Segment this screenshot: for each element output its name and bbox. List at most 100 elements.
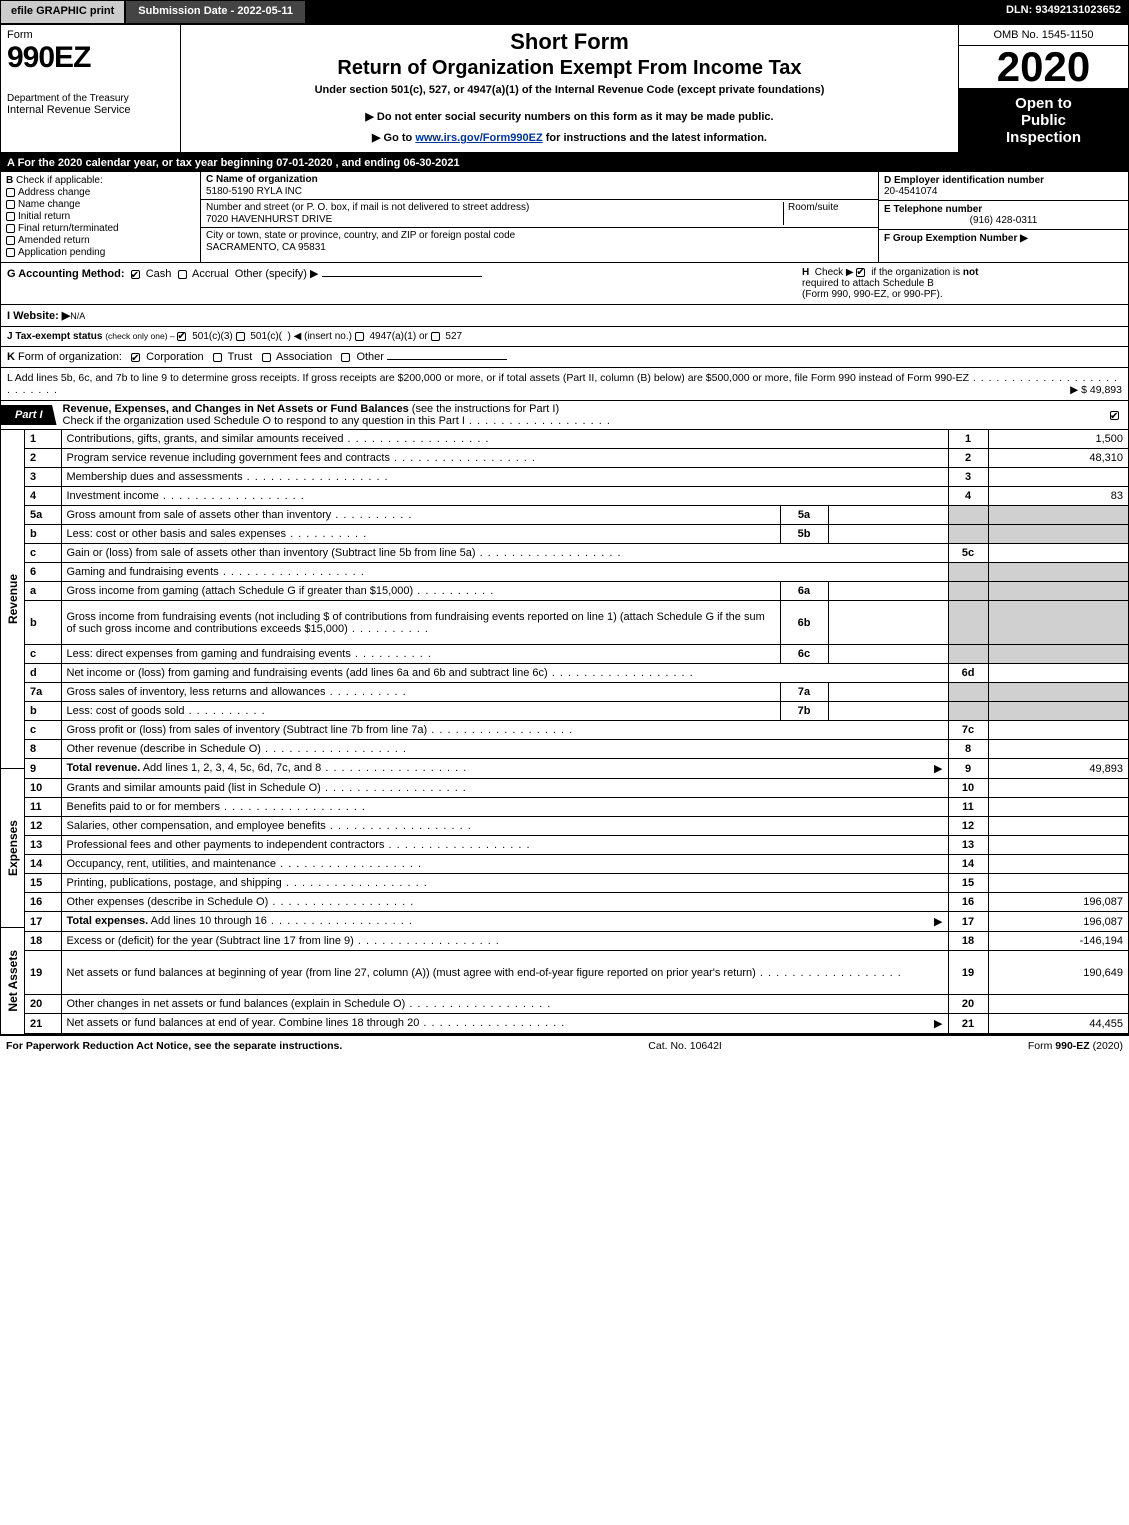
table-row: 21Net assets or fund balances at end of … [25,1014,1128,1034]
sub-line-number: 6c [780,645,828,664]
checkbox-initial-return[interactable] [6,212,15,221]
irs-link[interactable]: www.irs.gov/Form990EZ [415,132,542,144]
line-description: Salaries, other compensation, and employ… [61,817,948,836]
table-row: cGross profit or (loss) from sales of in… [25,721,1128,740]
line-ref-gray [948,525,988,544]
line-value-gray [988,683,1128,702]
line-description: Membership dues and assessments [61,468,948,487]
line-value: 83 [988,487,1128,506]
b-label: Check if applicable: [16,175,103,186]
checkbox-501c[interactable] [236,332,245,341]
sub-line-number: 7a [780,683,828,702]
efile-print-button[interactable]: efile GRAPHIC print [0,0,125,24]
line-ref-number: 1 [948,430,988,449]
b-letter: B [6,175,13,186]
table-row: 18Excess or (deficit) for the year (Subt… [25,932,1128,951]
box-c: C Name of organization 5180-5190 RYLA IN… [201,172,878,262]
room-suite-label: Room/suite [783,202,873,225]
checkbox-final-return[interactable] [6,224,15,233]
line-ref-gray [948,601,988,645]
line-value-gray [988,506,1128,525]
checkbox-accrual[interactable] [178,270,187,279]
side-net-assets: Net Assets [6,950,20,1012]
checkbox-sched-b-not-required[interactable] [856,268,865,277]
line-ref-number: 15 [948,874,988,893]
line-value-gray [988,563,1128,582]
line-ref-number: 20 [948,995,988,1014]
checkbox-schedule-o-part1[interactable] [1110,411,1119,420]
line-description: Net assets or fund balances at end of ye… [61,1014,948,1034]
line-description: Total revenue. Add lines 1, 2, 3, 4, 5c,… [61,759,948,779]
line-ref-number: 16 [948,893,988,912]
table-row: dNet income or (loss) from gaming and fu… [25,664,1128,683]
checkbox-trust[interactable] [213,353,222,362]
line-g-h: G Accounting Method: Cash Accrual Other … [1,263,1128,305]
dln-label: DLN: 93492131023652 [998,0,1129,24]
footer-right: Form 990-EZ (2020) [1028,1040,1123,1052]
checkbox-4947a1[interactable] [355,332,364,341]
e-phone-label: E Telephone number [884,204,1123,215]
sub-line-value [828,645,948,664]
checkbox-527[interactable] [431,332,440,341]
header-right: OMB No. 1545-1150 2020 Open to Public In… [958,25,1128,152]
sub-line-value [828,506,948,525]
line-description: Gross income from gaming (attach Schedul… [61,582,780,601]
line-description: Total expenses. Add lines 10 through 16 … [61,912,948,932]
line-ref-number: 2 [948,449,988,468]
checkbox-amended-return[interactable] [6,236,15,245]
line-value-gray [988,601,1128,645]
line-ref-number: 21 [948,1014,988,1034]
b-checklist: Address change Name change Initial retur… [6,187,195,258]
goto-line: ▶ Go to www.irs.gov/Form990EZ for instru… [187,131,952,144]
line-number: 18 [25,932,61,951]
line-description: Occupancy, rent, utilities, and maintena… [61,855,948,874]
h-check: Check ▶ [815,267,854,278]
sub-line-number: 5b [780,525,828,544]
line-value: 196,087 [988,893,1128,912]
line-description: Excess or (deficit) for the year (Subtra… [61,932,948,951]
checkbox-association[interactable] [262,353,271,362]
checkbox-name-change[interactable] [6,200,15,209]
checkbox-address-change[interactable] [6,188,15,197]
table-row: 13Professional fees and other payments t… [25,836,1128,855]
irs-label: Internal Revenue Service [7,104,174,116]
line-ref-number: 12 [948,817,988,836]
line-number: 11 [25,798,61,817]
under-section: Under section 501(c), 527, or 4947(a)(1)… [187,84,952,96]
table-row: 4Investment income483 [25,487,1128,506]
revenue-table: 1Contributions, gifts, grants, and simil… [25,430,1128,779]
i-value: N/A [70,311,85,321]
checkbox-cash[interactable] [131,270,140,279]
checkbox-application-pending[interactable] [6,248,15,257]
goto-suffix: for instructions and the latest informat… [543,132,767,144]
header-left: Form 990EZ Department of the Treasury In… [1,25,181,152]
i-label: I Website: ▶ [7,310,70,322]
sub-line-number: 6b [780,601,828,645]
checkbox-501c3[interactable] [177,332,186,341]
table-row: 8Other revenue (describe in Schedule O)8 [25,740,1128,759]
return-title: Return of Organization Exempt From Incom… [187,57,952,80]
table-row: 19Net assets or fund balances at beginni… [25,951,1128,995]
checkbox-corporation[interactable] [131,353,140,362]
line-description: Other revenue (describe in Schedule O) [61,740,948,759]
line-number: b [25,601,61,645]
line-number: 7a [25,683,61,702]
short-form-title: Short Form [187,29,952,55]
line-number: 17 [25,912,61,932]
c-name-label: C Name of organization [206,174,873,185]
line-description: Investment income [61,487,948,506]
table-row: 11Benefits paid to or for members11 [25,798,1128,817]
line-value: 49,893 [988,759,1128,779]
side-labels: Revenue Expenses Net Assets [1,430,25,1034]
sub-line-value [828,525,948,544]
line-ref-gray [948,645,988,664]
table-row: 9Total revenue. Add lines 1, 2, 3, 4, 5c… [25,759,1128,779]
g-accrual: Accrual [192,268,229,280]
h-text4: (Form 990, 990-EZ, or 990-PF). [802,289,943,300]
table-row: cGain or (loss) from sale of assets othe… [25,544,1128,563]
table-row: bGross income from fundraising events (n… [25,601,1128,645]
checkbox-other-org[interactable] [341,353,350,362]
sub-line-value [828,683,948,702]
line-value-gray [988,582,1128,601]
line-value: 190,649 [988,951,1128,995]
